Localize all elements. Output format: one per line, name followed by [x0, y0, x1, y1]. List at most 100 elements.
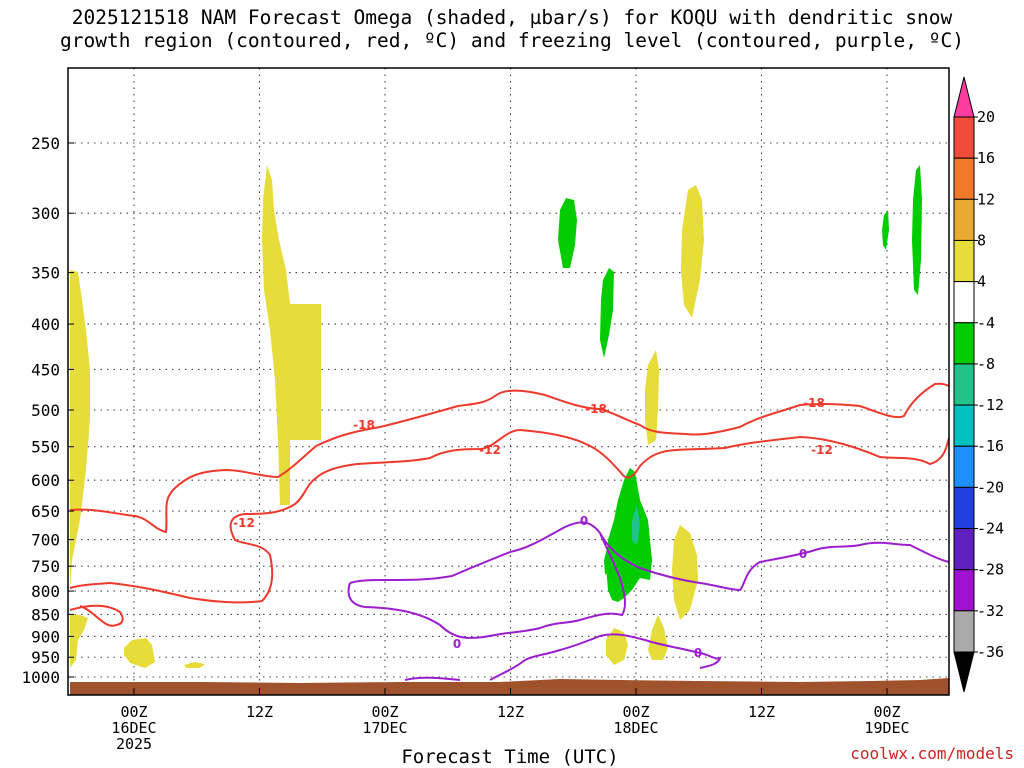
omega-blob	[262, 165, 321, 505]
colorbar-swatch	[953, 116, 975, 159]
dgz-label: -18	[353, 418, 375, 432]
colorbar-min-arrow	[953, 651, 975, 693]
omega-blob	[184, 662, 205, 668]
x-axis-label: Forecast Time (UTC)	[401, 746, 619, 768]
x-tick-label: 00Z	[371, 703, 398, 721]
colorbar-swatch	[953, 569, 975, 612]
y-tick-label: 650	[31, 502, 60, 521]
x-tick-label: 19DEC	[864, 719, 909, 737]
omega-blob	[912, 165, 922, 295]
dgz-label: -12	[811, 443, 833, 457]
colorbar-label: -4	[977, 314, 995, 332]
y-tick-label: 300	[31, 204, 60, 223]
contour-labels: -18 -18 -18 -12 -12 -12 0 0 0 0	[233, 396, 833, 660]
x-tick-label: 12Z	[748, 703, 775, 721]
freezing-label: 0	[694, 646, 702, 660]
omega-blob	[600, 268, 614, 358]
y-tick-label: 750	[31, 557, 60, 576]
colorbar-label: -8	[977, 355, 995, 373]
y-tick-label: 600	[31, 471, 60, 490]
y-tick-label: 950	[31, 648, 60, 667]
colorbar-swatch	[953, 528, 975, 571]
x-tick-label: 2025	[116, 735, 152, 753]
colorbar-label: -16	[977, 437, 1004, 455]
x-tick-label: 00Z	[622, 703, 649, 721]
y-tick-label: 550	[31, 438, 60, 457]
colorbar-swatch	[953, 322, 975, 365]
y-axis: 250 300 350 400 450 500 550 600 650 700 750 800 850 9…	[21, 134, 74, 687]
colorbar-label: 4	[977, 273, 986, 291]
colorbar-swatch	[953, 239, 975, 283]
x-tick-label: 00Z	[873, 703, 900, 721]
colorbar-label: -28	[977, 561, 1004, 579]
y-tick-label: 450	[31, 360, 60, 379]
freezing-label: 0	[453, 637, 461, 651]
y-tick-label: 800	[31, 582, 60, 601]
x-tick-label: 17DEC	[362, 719, 407, 737]
omega-blob	[604, 545, 612, 575]
x-tick-label: 12Z	[497, 703, 524, 721]
omega-positive-shading	[70, 165, 704, 668]
x-tick-label: 18DEC	[613, 719, 658, 737]
colorbar-label: -24	[977, 520, 1004, 538]
gridlines	[68, 68, 949, 695]
colorbar-label: -32	[977, 602, 1004, 620]
colorbar: 20 16 12 8 4 -4 -8 -12 -16 -20 -24 -28 -32 -36	[953, 76, 1004, 693]
omega-blob	[124, 638, 155, 668]
omega-blob	[672, 525, 698, 620]
colorbar-label: -20	[977, 478, 1004, 496]
title-line-1: 2025121518 NAM Forecast Omega (shaded, µ…	[71, 6, 953, 29]
y-tick-label: 350	[31, 264, 60, 283]
colorbar-label: -36	[977, 643, 1004, 661]
x-tick-label: 12Z	[246, 703, 273, 721]
title-line-2: growth region (contoured, red, ºC) and f…	[60, 29, 964, 52]
y-tick-label: 850	[31, 605, 60, 624]
colorbar-swatch	[953, 445, 975, 488]
x-tick-label: 00Z	[120, 703, 147, 721]
colorbar-label: 16	[977, 149, 995, 167]
colorbar-label: -12	[977, 396, 1004, 414]
credit-link[interactable]: coolwx.com/models	[850, 744, 1014, 763]
freezing-label: 0	[580, 514, 588, 528]
colorbar-max-arrow	[953, 76, 975, 118]
omega-blob	[648, 615, 668, 660]
x-tick-label: 16DEC	[111, 719, 156, 737]
colorbar-swatch	[953, 363, 975, 406]
freezing-label: 0	[799, 547, 807, 561]
colorbar-swatch	[953, 281, 975, 324]
terrain-strip	[70, 678, 949, 695]
dgz-label: -12	[479, 443, 501, 457]
colorbar-swatch	[953, 486, 975, 530]
chart-title: 2025121518 NAM Forecast Omega (shaded, µ…	[0, 6, 1024, 52]
colorbar-swatch	[953, 157, 975, 200]
omega-blob	[606, 628, 628, 665]
dgz-contour-minus12	[69, 428, 950, 627]
y-tick-label: 500	[31, 401, 60, 420]
colorbar-label: 20	[977, 108, 995, 126]
dgz-contours	[69, 382, 950, 627]
colorbar-label: 8	[977, 231, 986, 249]
colorbar-swatch	[953, 198, 975, 241]
dgz-label: -18	[585, 402, 607, 416]
omega-blob	[681, 185, 704, 318]
dgz-label: -12	[233, 516, 255, 530]
dgz-label: -18	[803, 396, 825, 410]
freezing-contour-0-upper	[347, 521, 950, 639]
omega-blob	[882, 210, 889, 250]
omega-blob	[645, 350, 659, 445]
y-tick-label: 900	[31, 627, 60, 646]
y-tick-label: 1000	[21, 668, 60, 687]
y-tick-label: 250	[31, 134, 60, 153]
colorbar-label: 12	[977, 190, 995, 208]
omega-blob	[558, 198, 577, 268]
omega-blob	[70, 614, 88, 668]
dgz-contour-minus18	[69, 382, 950, 534]
omega-blob-strong	[632, 505, 640, 545]
plot-border	[67, 67, 950, 696]
plot-area	[68, 68, 949, 695]
colorbar-swatch	[953, 404, 975, 447]
y-tick-label: 400	[31, 315, 60, 334]
y-tick-label: 700	[31, 531, 60, 550]
